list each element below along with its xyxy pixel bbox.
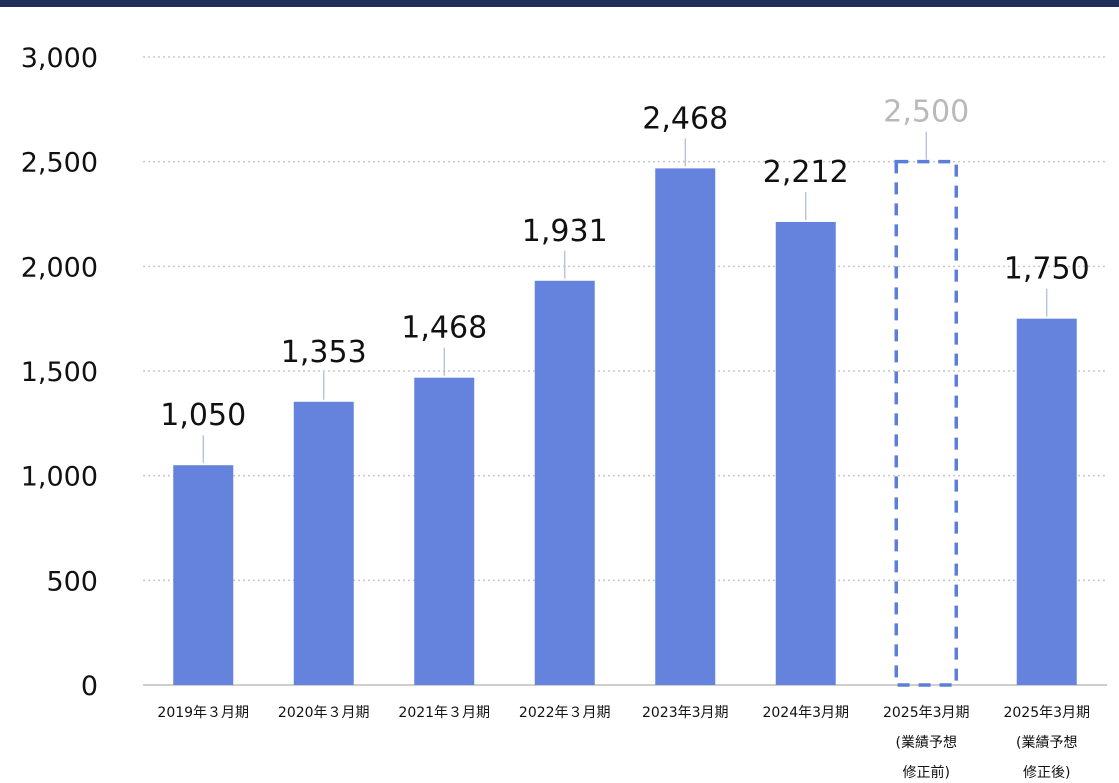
bar [173, 465, 234, 685]
y-tick-label: 0 [81, 671, 98, 702]
y-tick-label: 2,000 [21, 252, 98, 283]
data-label: 1,931 [522, 214, 608, 249]
y-axis-ticks: 0 500 1,000 1,500 2,000 2,500 3,000 [21, 43, 98, 702]
x-tick-label: 修正後) [1023, 765, 1070, 781]
data-label: 1,750 [1004, 252, 1090, 287]
data-label: 2,500 [883, 95, 969, 130]
x-tick-label: 2025年3月期 [1003, 705, 1090, 721]
bar [534, 280, 595, 685]
bars [173, 159, 1077, 687]
x-tick-label: (業績予想 [896, 735, 957, 751]
x-tick-label: 修正前) [903, 764, 950, 781]
x-tick-label: 2023年3月期 [642, 705, 729, 721]
bar [414, 377, 475, 685]
data-label: 1,050 [160, 398, 246, 433]
bar [1016, 318, 1077, 685]
x-tick-label: 2019年３月期 [157, 705, 249, 721]
bar [293, 401, 354, 685]
x-tick-label: 2024年3月期 [762, 705, 849, 721]
data-label: 2,212 [763, 155, 849, 190]
x-tick-label: 2022年３月期 [519, 705, 611, 721]
y-tick-label: 1,000 [21, 462, 98, 493]
data-labels: 1,050 1,353 1,468 1,931 2,468 2,212 2,500 1,750 [160, 95, 1089, 434]
label-leaders [202, 131, 1048, 464]
bar-forecast-outline [894, 159, 958, 687]
y-tick-label: 3,000 [21, 43, 98, 74]
header-bar [0, 0, 1119, 7]
bar [775, 221, 836, 686]
y-tick-label: 500 [46, 566, 98, 597]
x-tick-label: 2025年3月期 [883, 705, 970, 721]
x-tick-label: 2020年３月期 [278, 705, 370, 721]
data-label: 2,468 [642, 101, 728, 136]
x-axis-ticks: 2019年３月期 2020年３月期 2021年３月期 2022年３月期 2023年3月期… [157, 705, 1090, 781]
bar [655, 168, 716, 685]
data-label: 1,468 [401, 311, 487, 346]
data-label: 1,353 [281, 335, 367, 370]
x-tick-label: 2021年３月期 [398, 705, 490, 721]
y-tick-label: 2,500 [21, 148, 98, 179]
x-tick-label: (業績予想 [1016, 735, 1077, 751]
y-tick-label: 1,500 [21, 357, 98, 388]
grid-lines [143, 56, 1107, 582]
